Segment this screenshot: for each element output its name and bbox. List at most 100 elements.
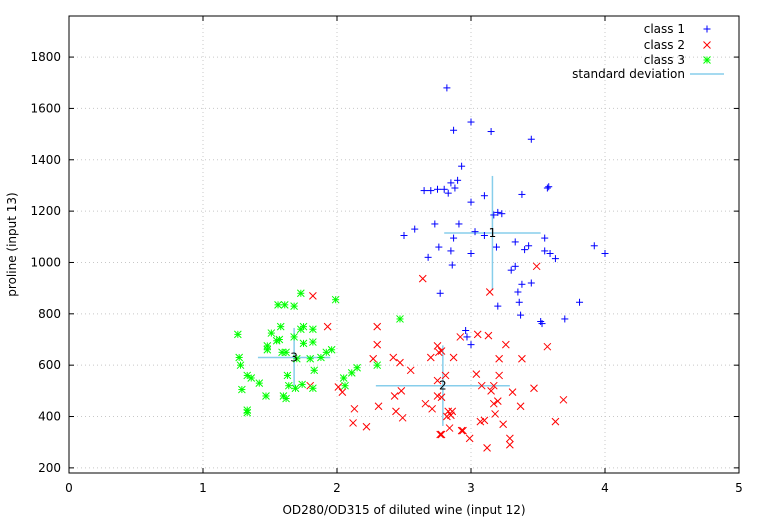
class-1-point [490,211,498,219]
class-2-point [369,354,378,363]
class-2-point [390,392,399,400]
class-2-point [506,434,514,443]
class-2-point [489,381,498,390]
class-1-point [546,249,554,257]
y-tick-label: 1000 [30,255,61,269]
class-1-point [444,189,452,197]
class-2-point [349,419,357,427]
class-2-point [484,331,493,340]
class-1-point [435,243,443,251]
class-2-point [323,322,332,331]
class-1-point [492,243,500,251]
y-tick-label: 400 [38,410,61,424]
class-1-point [443,84,451,92]
class-1-point [420,187,428,195]
class-1-point [511,238,519,246]
class-2-point [495,354,503,363]
class-2-point [441,371,450,380]
class-3-point [396,315,404,323]
class-3-point [290,302,298,310]
x-axis-label: OD280/OD315 of diluted wine (input 12) [282,503,525,517]
y-tick-label: 1600 [30,101,61,115]
class-3-point [310,366,319,375]
class-2-point [396,358,404,367]
class-2-point [428,404,436,413]
class-3-point [298,380,307,389]
class-3-point [276,322,285,331]
class-2-point [516,402,525,411]
class-2-point [543,342,552,351]
class-3-point [238,385,246,394]
data-points [233,84,609,452]
class-2-point [338,388,347,396]
class-1-point [576,298,584,306]
legend-label: class 1 [644,22,685,36]
class-2-point [551,417,560,426]
x-tick-label: 1 [199,481,207,495]
class-2-point [495,371,503,380]
class-1-point [561,315,569,323]
x-tick-label: 5 [735,481,743,495]
class-1-point [498,210,506,218]
class-3-point [282,348,290,357]
class-2-point [334,383,343,391]
class-1-point [471,228,479,236]
class-2-point [485,288,494,296]
class-1-point [467,341,475,349]
class-2-point [508,388,517,396]
class-2-point [443,412,451,421]
class-3-point [243,408,252,417]
class-1-point [525,242,533,250]
class-1-point [494,302,502,310]
class-3-point [299,339,308,348]
class-3-point [282,394,290,403]
class-2-point [483,443,491,452]
class-2-point [532,262,541,271]
class-3-point [309,384,317,393]
class-2-point [559,395,568,404]
x-tick-label: 4 [601,481,609,495]
class-1-point [454,176,462,184]
y-tick-label: 1400 [30,153,61,167]
class-2-point [457,426,466,435]
y-tick-label: 200 [38,461,61,475]
class-1-point [541,247,549,255]
class-1-point [515,298,523,306]
class-2-point [374,402,383,411]
center-label: 2 [439,379,447,393]
class-3-point [309,325,317,334]
class-3-point [339,374,348,382]
class-2-point [459,426,467,435]
class-2-point [397,386,406,395]
class-2-point [473,330,482,339]
class-1-point [463,333,471,341]
class-2-point [406,366,415,375]
class-2-point [434,348,443,357]
x-tick-label: 2 [333,481,341,495]
y-tick-label: 1800 [30,50,61,64]
class-2-point [433,376,442,385]
class-3-point [291,384,300,393]
class-1-point [518,190,526,198]
class-1-point [411,225,419,233]
class-3-point [284,381,293,390]
class-3-point [236,361,245,370]
class-2-point [362,422,371,431]
class-1-point [480,192,488,200]
class-3-point [341,381,349,390]
class-3-point [233,330,242,339]
class-3-point [255,379,264,387]
class-2-point [426,353,435,362]
class-2-point [392,407,400,416]
class-3-point [272,336,281,345]
class-1-point [521,246,529,254]
class-2-point [506,440,514,449]
class-1-point [467,198,475,206]
class-3-point [373,361,382,370]
class-2-point [456,333,465,341]
class-1-point [518,280,526,288]
class-1-point [458,162,466,170]
class-2-point [444,407,453,416]
class-3-point [235,353,244,362]
